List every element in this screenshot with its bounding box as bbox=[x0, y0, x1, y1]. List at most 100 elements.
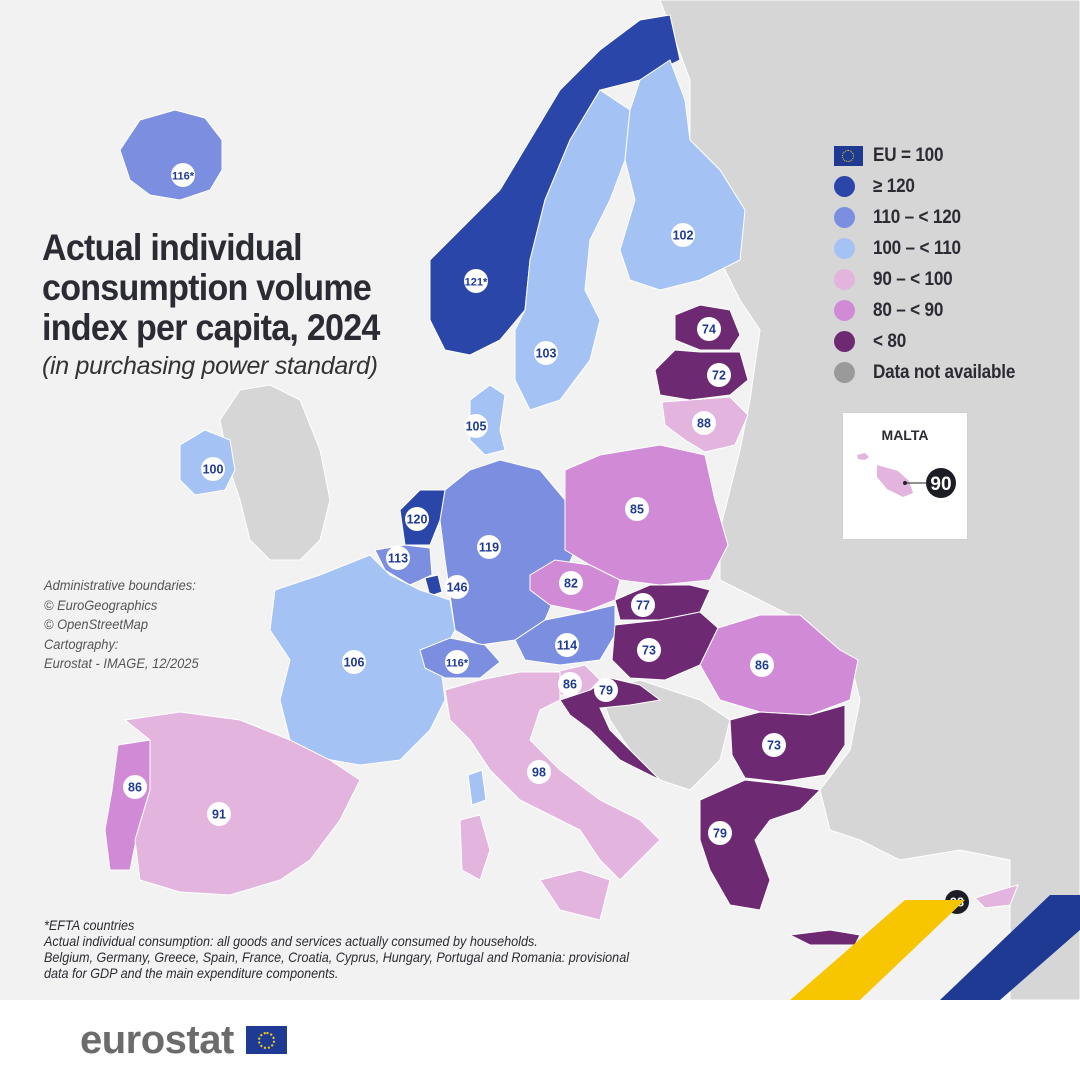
value-badge bbox=[123, 775, 147, 799]
value-badge bbox=[477, 535, 501, 559]
legend-item: 90 – < 100 bbox=[834, 264, 1054, 295]
decorative-stripes bbox=[790, 895, 1080, 1000]
value-label-germany: 119 bbox=[479, 541, 499, 555]
region-sicily bbox=[539, 869, 611, 921]
value-label-greece: 79 bbox=[713, 827, 727, 841]
malta-inset: MALTA 90 bbox=[842, 412, 968, 540]
region-romania bbox=[699, 614, 859, 716]
legend-swatch bbox=[834, 207, 855, 228]
legend-label: 110 – < 120 bbox=[873, 206, 961, 228]
source-line: Administrative boundaries: bbox=[44, 577, 196, 593]
value-label-finland: 102 bbox=[673, 229, 694, 243]
value-badge bbox=[445, 650, 469, 674]
value-label-norway: 121* bbox=[465, 277, 488, 289]
value-label-spain: 91 bbox=[212, 808, 226, 822]
value-label-slovakia: 77 bbox=[636, 599, 650, 613]
value-badge bbox=[631, 593, 655, 617]
title-line: index per capita, 2024 bbox=[42, 307, 380, 348]
value-label-iceland: 116* bbox=[172, 171, 195, 183]
region-iceland bbox=[119, 109, 223, 201]
value-label-estonia: 74 bbox=[702, 323, 716, 337]
region-spain bbox=[123, 711, 361, 896]
value-badge bbox=[171, 163, 195, 187]
legend-label: < 80 bbox=[873, 330, 907, 352]
region-latvia bbox=[654, 349, 749, 401]
eu-flag-logo-icon bbox=[246, 1026, 287, 1054]
value-badge bbox=[534, 341, 558, 365]
value-label-slovenia: 86 bbox=[563, 678, 577, 692]
legend-reference-label: EU = 100 bbox=[873, 144, 944, 166]
legend-item: < 80 bbox=[834, 326, 1054, 357]
region-sweden bbox=[514, 89, 631, 411]
title-line: consumption volume bbox=[42, 267, 372, 308]
region-malta bbox=[877, 465, 913, 497]
value-badge bbox=[464, 269, 488, 293]
malta-inset-title: MALTA bbox=[881, 427, 929, 443]
value-label-austria: 114 bbox=[557, 639, 577, 653]
value-label-switzerland: 116* bbox=[446, 658, 469, 670]
map-subtitle: (in purchasing power standard) bbox=[42, 352, 378, 380]
value-label-czechia: 82 bbox=[564, 577, 578, 591]
source-line: Cartography: bbox=[44, 635, 119, 652]
legend: EU = 100 ≥ 120 110 – < 120 100 – < 110 90 –… bbox=[834, 140, 1054, 388]
legend-item: 100 – < 110 bbox=[834, 233, 1054, 264]
region-norway bbox=[429, 14, 681, 356]
value-label-bulgaria: 73 bbox=[767, 739, 781, 753]
footnote-efta: *EFTA countries bbox=[44, 917, 135, 933]
legend-swatch bbox=[834, 300, 855, 321]
value-badge bbox=[625, 497, 649, 521]
value-badge bbox=[559, 571, 583, 595]
value-labels: 116* 121* 103 102 74 72 88 105 100 120 113 146 119 85… bbox=[123, 163, 969, 914]
value-label-latvia: 72 bbox=[712, 369, 726, 383]
legend-swatch bbox=[834, 269, 855, 290]
source-line: Eurostat - IMAGE, 12/2025 bbox=[44, 655, 199, 671]
region-croatia bbox=[559, 677, 662, 781]
footnote-line: Actual individual consumption: all goods… bbox=[44, 933, 538, 949]
value-label-denmark: 105 bbox=[466, 420, 487, 434]
region-bulgaria bbox=[729, 704, 846, 783]
region-luxembourg bbox=[424, 574, 443, 597]
value-label-france: 106 bbox=[344, 656, 365, 670]
value-label-sweden: 103 bbox=[536, 347, 557, 361]
value-label-ireland: 100 bbox=[203, 463, 224, 477]
value-badge bbox=[762, 733, 786, 757]
legend-label: 100 – < 110 bbox=[873, 237, 961, 259]
value-badge bbox=[594, 678, 618, 702]
legend-swatch bbox=[834, 331, 855, 352]
value-badge bbox=[207, 802, 231, 826]
legend-swatch bbox=[834, 362, 855, 383]
legend-label: 90 – < 100 bbox=[873, 268, 953, 290]
value-label-belgium: 113 bbox=[388, 552, 408, 566]
eurostat-logo[interactable]: eurostat bbox=[80, 1018, 234, 1062]
value-label-hungary: 73 bbox=[642, 644, 656, 658]
value-label-romania: 86 bbox=[755, 659, 769, 673]
value-label-portugal: 86 bbox=[128, 781, 142, 795]
value-badge bbox=[708, 821, 732, 845]
legend-item: Data not available bbox=[834, 357, 1054, 388]
legend-swatch bbox=[834, 238, 855, 259]
value-label-poland: 85 bbox=[630, 503, 644, 517]
value-badge bbox=[445, 575, 469, 599]
value-badge bbox=[555, 633, 579, 657]
region-finland bbox=[619, 59, 746, 291]
value-badge bbox=[558, 672, 582, 696]
value-badge bbox=[527, 760, 551, 784]
region-sardinia bbox=[459, 814, 491, 881]
value-label-netherlands: 120 bbox=[407, 513, 428, 527]
legend-label: 80 – < 90 bbox=[873, 299, 944, 321]
malta-value: 90 bbox=[930, 474, 951, 495]
malta-inset-map: 90 bbox=[857, 453, 956, 498]
map-title: Actual individual consumption volume ind… bbox=[42, 228, 419, 348]
value-badge bbox=[386, 546, 410, 570]
value-badge bbox=[201, 457, 225, 481]
source-line: © EuroGeographics bbox=[44, 596, 158, 613]
footnotes: *EFTA countries Actual individual consum… bbox=[44, 917, 629, 981]
value-badge bbox=[671, 223, 695, 247]
value-label-croatia: 79 bbox=[599, 684, 613, 698]
region-corsica bbox=[467, 769, 487, 806]
value-badge bbox=[750, 653, 774, 677]
value-badge bbox=[707, 363, 731, 387]
value-badge bbox=[692, 411, 716, 435]
legend-reference: EU = 100 bbox=[834, 140, 1054, 171]
title-block: Actual individual consumption volume ind… bbox=[42, 228, 422, 381]
